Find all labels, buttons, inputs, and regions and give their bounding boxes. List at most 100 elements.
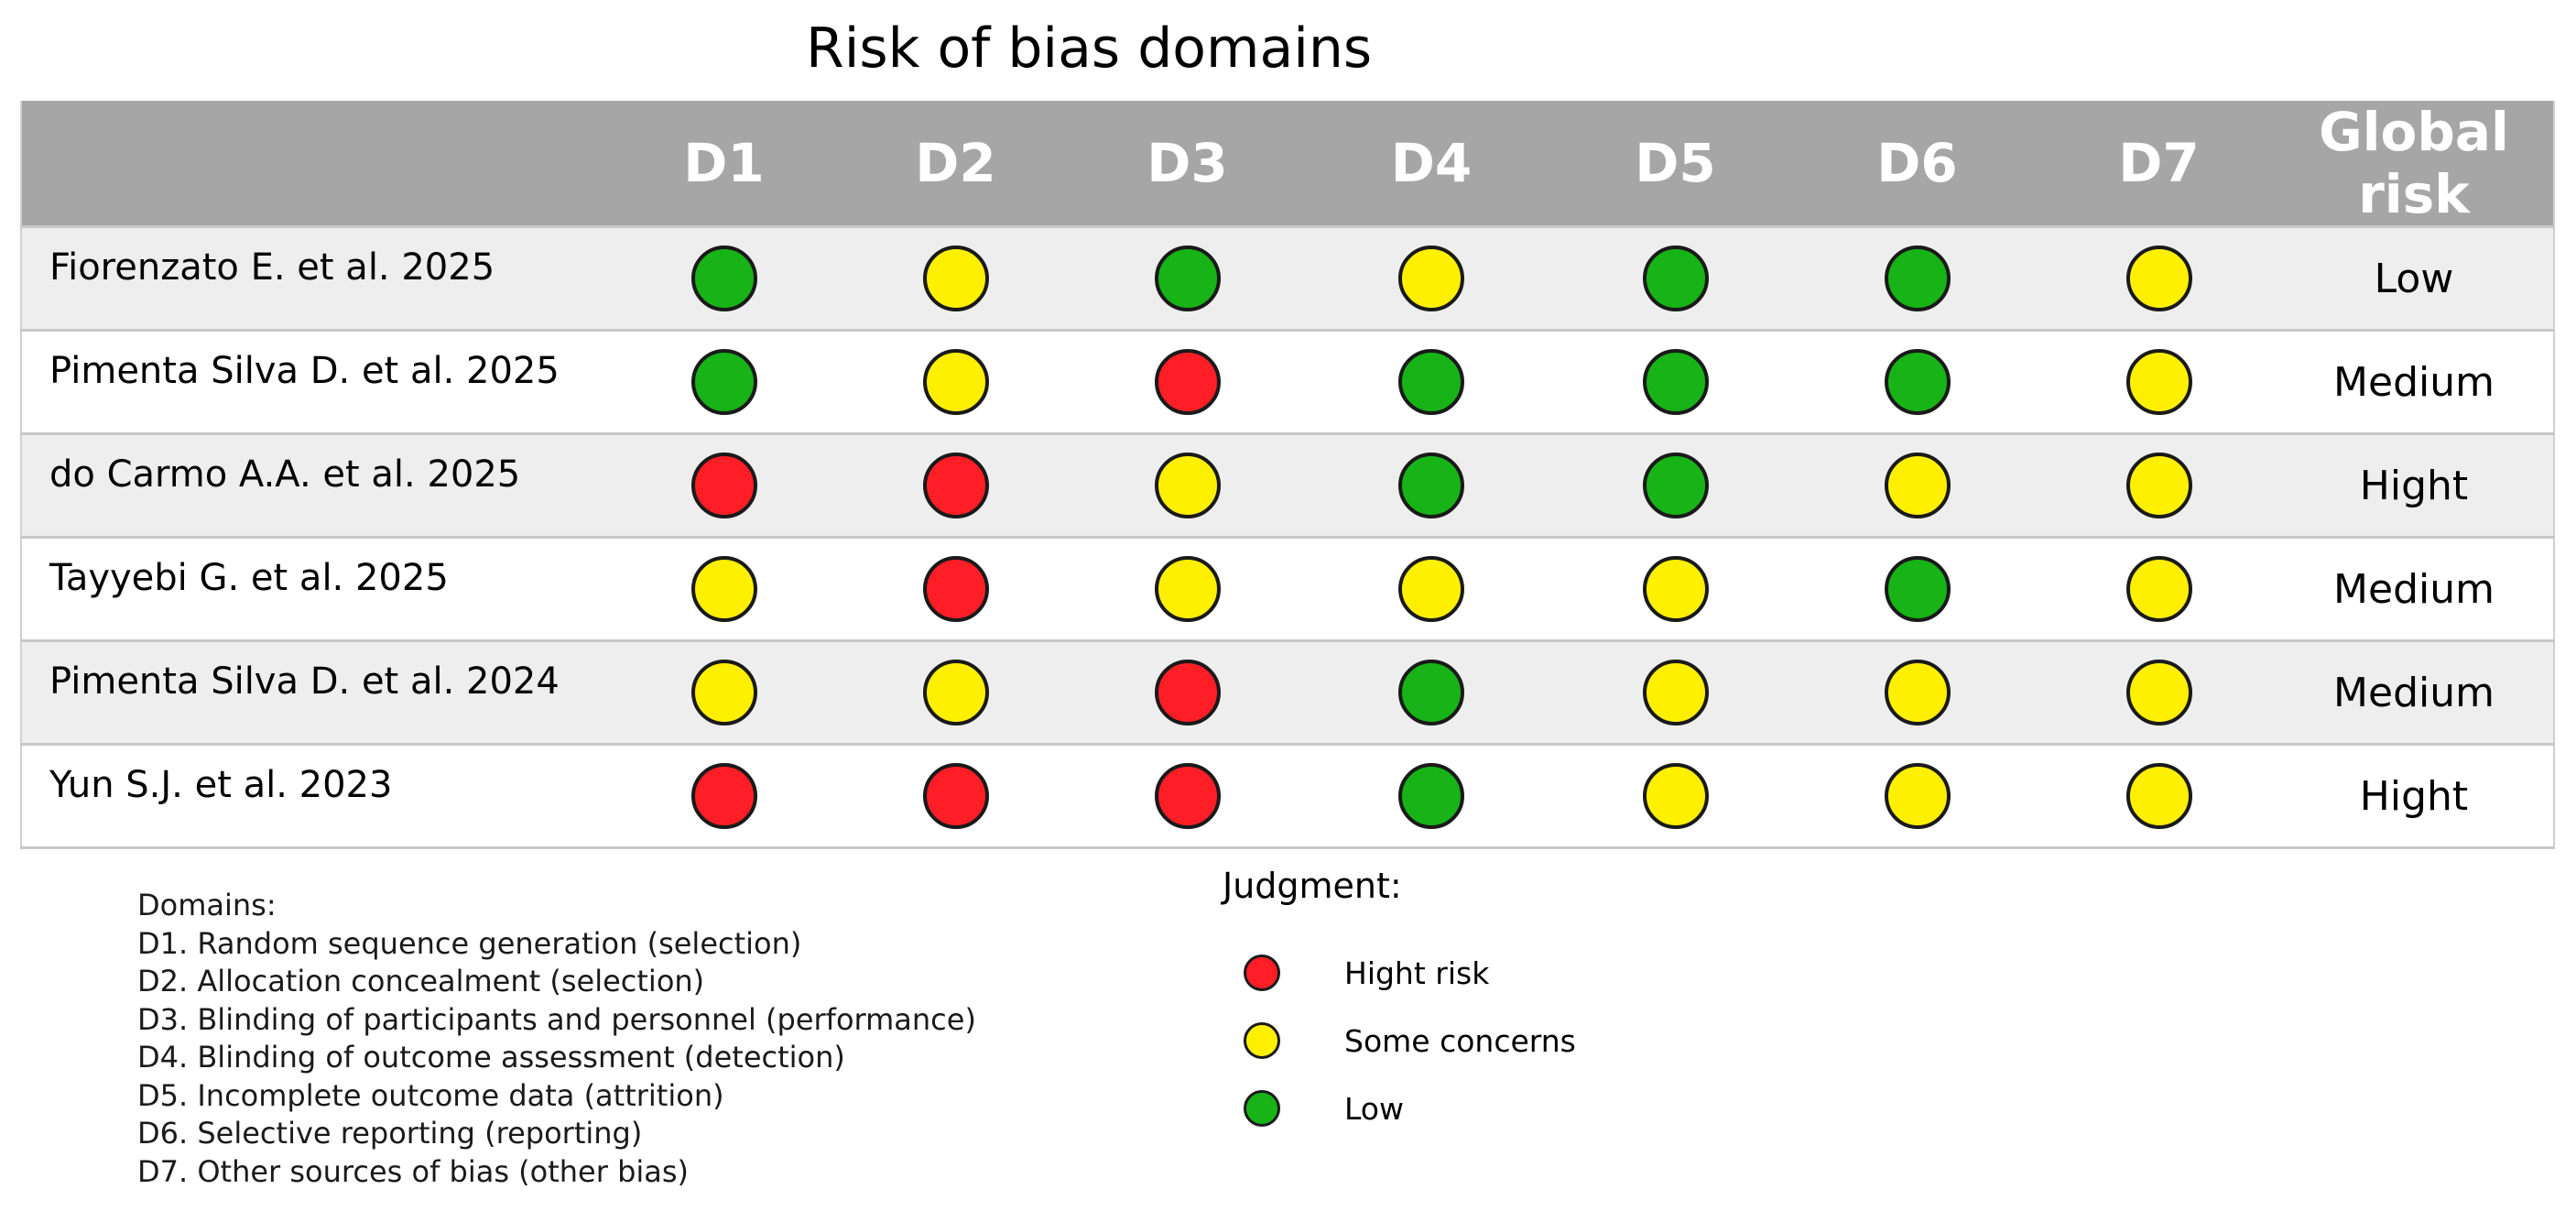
header-d5: D5	[1560, 101, 1791, 227]
judgment-cell-d2	[840, 743, 1071, 848]
judgment-cell-d7	[2043, 639, 2275, 745]
risk-of-bias-table: D1 D2 D3 D4 D5 D6 D7 Global risk Fiorenz…	[20, 101, 2555, 849]
study-name: Tayyebi G. et al. 2025	[21, 536, 608, 641]
judgment-cell-d3	[1071, 329, 1303, 434]
study-name: do Carmo A.A. et al. 2025	[21, 432, 608, 538]
global-risk: Hight	[2275, 743, 2554, 848]
judgment-cell-d4	[1303, 432, 1560, 538]
domains-legend: Domains: D1. Random sequence generation …	[137, 887, 976, 1191]
judgment-cell-d5	[1560, 329, 1791, 434]
judgment-heading: Judgment:	[1223, 866, 1402, 906]
judgment-cell-d1	[608, 743, 840, 848]
some-judgment-dot-icon	[1154, 556, 1221, 622]
study-name: Pimenta Silva D. et al. 2025	[21, 329, 608, 434]
low-judgment-dot-icon	[1642, 349, 1709, 415]
low-judgment-dot-icon	[690, 349, 757, 415]
table-body: Fiorenzato E. et al. 2025 Low Pimenta Silv…	[21, 225, 2554, 848]
some-judgment-dot-icon	[1154, 453, 1221, 518]
header-d1: D1	[608, 101, 840, 227]
global-risk: Low	[2275, 225, 2554, 331]
high-judgment-dot-icon	[690, 453, 757, 518]
domain-item-d3: D3. Blinding of participants and personn…	[137, 1001, 976, 1037]
judgment-item-some: Some concerns	[1244, 1020, 1576, 1061]
domain-item-d2: D2. Allocation concealment (selection)	[137, 964, 705, 998]
judgment-cell-d5	[1560, 432, 1791, 538]
judgment-item-high: Hight risk	[1244, 953, 1489, 993]
high-judgment-dot-icon	[1154, 763, 1221, 829]
judgment-cell-d3	[1071, 536, 1303, 641]
high-judgment-dot-icon	[690, 763, 757, 829]
header-d3: D3	[1071, 101, 1303, 227]
global-risk: Medium	[2275, 329, 2554, 434]
judgment-label: Some concerns	[1344, 1022, 1576, 1059]
study-name: Pimenta Silva D. et al. 2024	[21, 639, 608, 745]
some-judgment-dot-icon	[922, 349, 989, 415]
low-judgment-dot-icon	[1884, 556, 1951, 622]
table-header-row: D1 D2 D3 D4 D5 D6 D7 Global risk	[21, 101, 2554, 227]
judgment-cell-d4	[1303, 639, 1560, 745]
some-judgment-dot-icon	[1884, 660, 1951, 726]
low-judgment-dot-icon	[1398, 453, 1464, 518]
judgment-cell-d3	[1071, 743, 1303, 848]
low-judgment-dot-icon	[1884, 245, 1951, 311]
header-d7: D7	[2043, 101, 2275, 227]
some-judgment-dot-icon	[1884, 453, 1951, 518]
header-study	[21, 101, 608, 227]
domain-item-d7: D7. Other sources of bias (other bias)	[137, 1153, 690, 1189]
judgment-cell-d7	[2043, 536, 2275, 641]
table-row: do Carmo A.A. et al. 2025 Hight	[21, 432, 2554, 538]
judgment-cell-d1	[608, 536, 840, 641]
some-judgment-dot-icon	[2125, 660, 2192, 726]
judgment-cell-d6	[1791, 225, 2043, 331]
some-judgment-dot-icon	[922, 660, 989, 726]
judgment-cell-d2	[840, 225, 1071, 331]
table-row: Tayyebi G. et al. 2025 Medium	[21, 536, 2554, 641]
judgment-cell-d1	[608, 639, 840, 745]
domain-item-d4: D4. Blinding of outcome assessment (dete…	[137, 1040, 845, 1075]
judgment-cell-d6	[1791, 639, 2043, 745]
some-judgment-dot-icon	[2125, 763, 2192, 829]
judgment-cell-d3	[1071, 432, 1303, 538]
judgment-cell-d3	[1071, 639, 1303, 745]
judgment-cell-d4	[1303, 743, 1560, 848]
judgment-cell-d2	[840, 536, 1071, 641]
some-judgment-dot-icon	[2125, 453, 2192, 518]
header-global-risk: Global risk	[2275, 101, 2554, 227]
low-judgment-dot-icon	[1398, 660, 1464, 726]
header-d4: D4	[1303, 101, 1560, 227]
some-judgment-dot-icon	[2125, 349, 2192, 415]
domain-item-d5: D5. Incomplete outcome data (attrition)	[137, 1077, 724, 1113]
domain-item-d1: D1. Random sequence generation (selectio…	[137, 925, 802, 961]
judgment-cell-d1	[608, 432, 840, 538]
judgment-cell-d6	[1791, 743, 2043, 848]
judgment-cell-d5	[1560, 536, 1791, 641]
table-row: Pimenta Silva D. et al. 2024 Medium	[21, 639, 2554, 745]
judgment-cell-d4	[1303, 536, 1560, 641]
table-row: Fiorenzato E. et al. 2025 Low	[21, 225, 2554, 331]
some-judgment-dot-icon	[2125, 556, 2192, 622]
high-judgment-dot-icon	[922, 453, 989, 518]
high-judgment-dot-icon	[1154, 349, 1221, 415]
judgment-cell-d7	[2043, 743, 2275, 848]
some-judgment-dot-icon	[690, 556, 757, 622]
low-judgment-dot-icon	[1398, 763, 1464, 829]
judgment-label: Low	[1344, 1090, 1404, 1127]
low-judgment-dot-icon	[1642, 453, 1709, 518]
judgment-cell-d2	[840, 329, 1071, 434]
judgment-cell-d6	[1791, 329, 2043, 434]
study-name: Yun S.J. et al. 2023	[21, 743, 608, 848]
low-judgment-dot-icon	[1642, 245, 1709, 311]
judgment-item-low: Low	[1244, 1088, 1404, 1129]
figure-title: Risk of bias domains	[806, 16, 1373, 81]
judgment-cell-d7	[2043, 432, 2275, 538]
judgment-cell-d1	[608, 329, 840, 434]
some-judgment-dot-icon	[1398, 245, 1464, 311]
high-judgment-dot-icon	[922, 556, 989, 622]
some-judgment-dot-icon	[1398, 556, 1464, 622]
judgment-cell-d6	[1791, 432, 2043, 538]
global-risk: Medium	[2275, 639, 2554, 745]
global-risk: Medium	[2275, 536, 2554, 641]
low-judgment-dot-icon	[1154, 245, 1221, 311]
high-judgment-dot-icon	[922, 763, 989, 829]
low-judgment-dot-icon	[1884, 349, 1951, 415]
